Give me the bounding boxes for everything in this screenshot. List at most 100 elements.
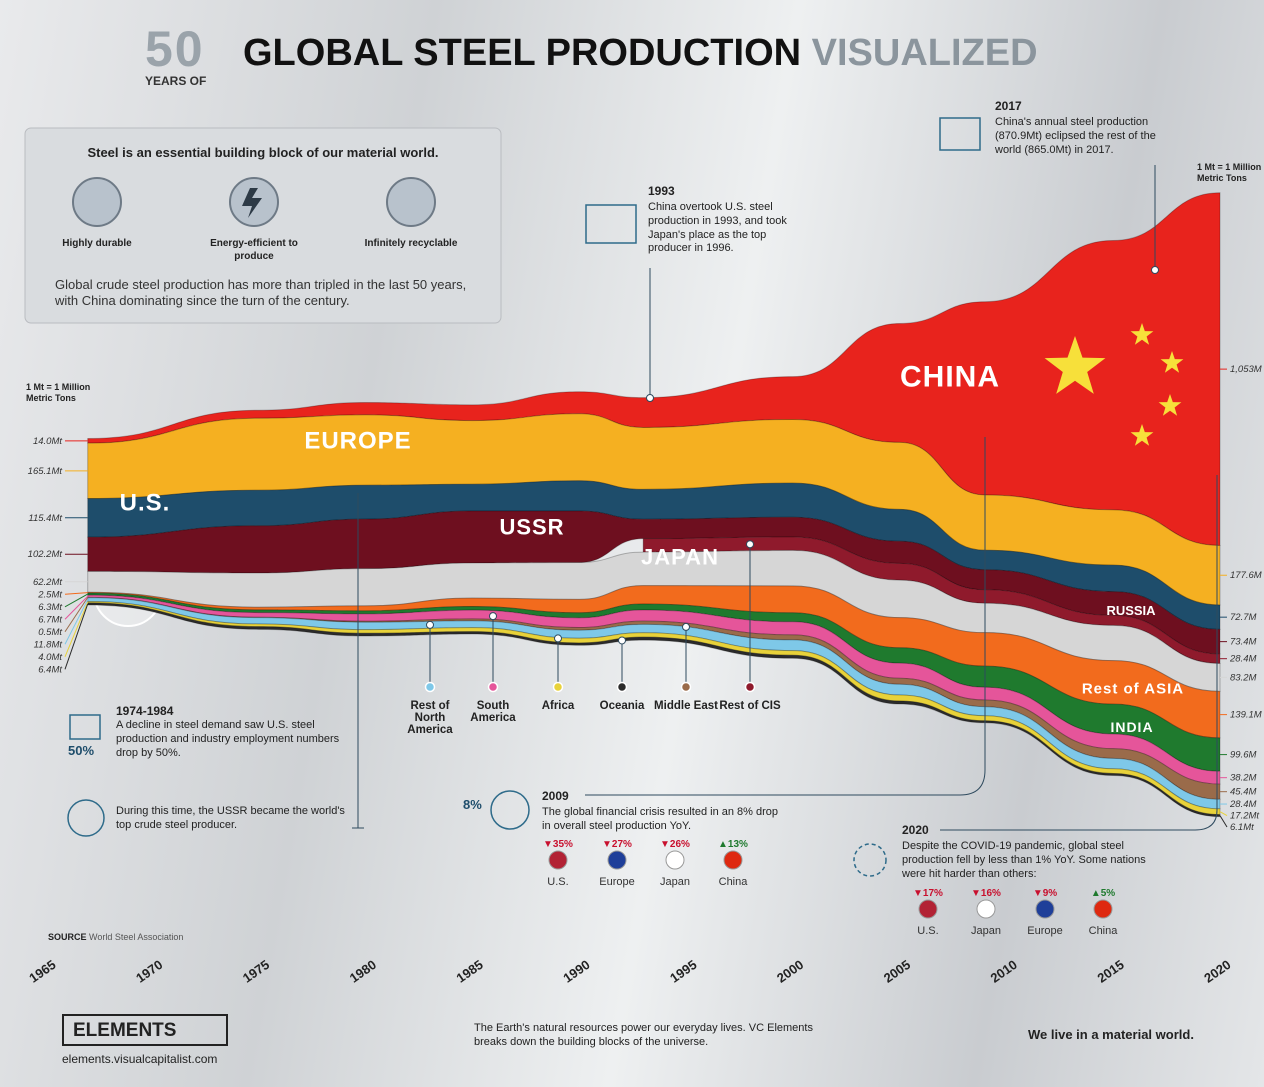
change-label: ▼27% bbox=[602, 839, 632, 850]
value-label: 2.5Mt bbox=[37, 589, 62, 600]
value-label: 165.1Mt bbox=[28, 466, 63, 477]
feature: Highly durable bbox=[62, 238, 132, 249]
annotation-dot bbox=[1151, 266, 1159, 274]
x-tick-label: 1990 bbox=[560, 957, 592, 986]
x-tick-label: 2010 bbox=[988, 957, 1020, 986]
country-label: Europe bbox=[1027, 925, 1063, 937]
series-label: JAPAN bbox=[641, 545, 719, 570]
x-tick-label: 1975 bbox=[240, 957, 272, 986]
country-label: U.S. bbox=[547, 876, 569, 888]
feature: Infinitely recyclable bbox=[364, 238, 458, 249]
value-label: 102.2Mt bbox=[28, 549, 63, 560]
leader-line bbox=[64, 592, 88, 595]
annotation-text: During this time, the USSR became the wo… bbox=[116, 805, 345, 831]
annotation-line bbox=[585, 437, 986, 796]
value-label: 115.4Mt bbox=[28, 513, 62, 524]
pointer-dot bbox=[426, 620, 434, 629]
annotation-year: 2009 bbox=[542, 789, 569, 803]
change-label: ▼17% bbox=[913, 888, 943, 899]
leader-line bbox=[64, 595, 89, 620]
flag bbox=[1035, 899, 1055, 919]
title-accent: VISUALIZED bbox=[811, 32, 1038, 74]
source-text: World Steel Association bbox=[89, 932, 184, 942]
x-tick-label: 1965 bbox=[26, 957, 58, 986]
value-label: 0.5Mt bbox=[38, 627, 62, 638]
brand: ELEMENTS bbox=[73, 1020, 177, 1041]
value-label: 6.4Mt bbox=[38, 664, 62, 675]
legend-dot bbox=[552, 681, 564, 693]
durable-icon bbox=[72, 177, 122, 227]
value-label: 83.2M bbox=[1230, 672, 1256, 683]
annotation-dot bbox=[646, 394, 654, 402]
virus-icon bbox=[853, 843, 887, 877]
value-label: 14.0Mt bbox=[33, 436, 62, 447]
annotation-text: The global financial crisis resulted in … bbox=[542, 806, 779, 832]
annotation-stat: 50% bbox=[68, 743, 95, 758]
flag bbox=[723, 850, 743, 870]
stream-area bbox=[87, 597, 1221, 810]
legend-dot bbox=[487, 681, 499, 693]
value-label: 11.8Mt bbox=[34, 639, 63, 650]
value-label: 6.3Mt bbox=[38, 602, 62, 613]
value-label: 99.6M bbox=[1230, 750, 1256, 761]
unit-note: 1 Mt = 1 Million Metric Tons bbox=[1197, 162, 1262, 184]
ussr-icon bbox=[67, 799, 105, 837]
value-label: 45.4M bbox=[1230, 787, 1256, 798]
value-label: 1,053M bbox=[1230, 364, 1262, 375]
change-label: ▼16% bbox=[971, 888, 1001, 899]
stream-area bbox=[87, 602, 1221, 818]
source-label: SOURCE bbox=[48, 932, 87, 942]
leader-line bbox=[64, 597, 89, 633]
annotation-line bbox=[940, 475, 1218, 831]
change-label: ▲13% bbox=[718, 839, 748, 850]
annotation-line bbox=[352, 493, 364, 829]
value-label: 28.4M bbox=[1229, 799, 1256, 810]
legend-dot bbox=[744, 681, 756, 693]
leader-line bbox=[64, 593, 88, 608]
leader-line bbox=[64, 601, 89, 657]
brand-box bbox=[62, 1014, 228, 1046]
flag bbox=[607, 850, 627, 870]
flag bbox=[918, 899, 938, 919]
value-label: 38.2M bbox=[1230, 773, 1256, 784]
intro-box bbox=[24, 127, 502, 324]
country-label: Europe bbox=[599, 876, 635, 888]
x-tick-label: 2000 bbox=[774, 957, 806, 986]
x-tick-label: 1985 bbox=[454, 957, 486, 986]
pointer-dot bbox=[746, 540, 754, 549]
series-label: Rest of ASIA bbox=[1082, 680, 1184, 697]
annotation-year: 1974-1984 bbox=[116, 704, 174, 718]
country-label: China bbox=[718, 876, 748, 888]
header-title: GLOBAL STEEL PRODUCTION VISUALIZED bbox=[243, 30, 1038, 78]
stream-area bbox=[87, 192, 1221, 546]
recycle-icon bbox=[386, 177, 436, 227]
pointer-dot bbox=[682, 622, 690, 631]
intro-title: Steel is an essential building block of … bbox=[87, 145, 439, 160]
x-tick-label: 2020 bbox=[1201, 957, 1233, 986]
flag-star bbox=[1044, 336, 1106, 394]
series-label: RUSSIA bbox=[1106, 603, 1156, 618]
series-label: INDIA bbox=[1110, 719, 1153, 735]
value-label: 72.7M bbox=[1230, 612, 1256, 623]
growth-icon bbox=[939, 117, 981, 151]
series-name: South America bbox=[470, 700, 516, 725]
flag-star bbox=[1160, 351, 1184, 373]
pointer-dot bbox=[554, 634, 562, 643]
series-label: CHINA bbox=[900, 361, 1000, 394]
change-label: ▼35% bbox=[543, 839, 573, 850]
change-label: ▼9% bbox=[1032, 888, 1058, 899]
series-label: U.S. bbox=[120, 489, 171, 516]
annotation-text: A decline in steel demand saw U.S. steel… bbox=[116, 719, 340, 759]
annotation-text: China's annual steel production (870.9Mt… bbox=[995, 116, 1156, 156]
value-label: 6.7Mt bbox=[38, 614, 62, 625]
series-name: Rest of CIS bbox=[719, 700, 781, 712]
intro-text: Global crude steel production has more t… bbox=[55, 277, 467, 309]
series-label: EUROPE bbox=[304, 427, 411, 454]
series-name: Middle East bbox=[654, 700, 718, 712]
legend-dot bbox=[424, 681, 436, 693]
x-tick-label: 2005 bbox=[881, 957, 913, 986]
flag bbox=[1093, 899, 1113, 919]
value-label: 28.4M bbox=[1229, 654, 1256, 665]
annotation-stat: 8% bbox=[463, 797, 482, 812]
